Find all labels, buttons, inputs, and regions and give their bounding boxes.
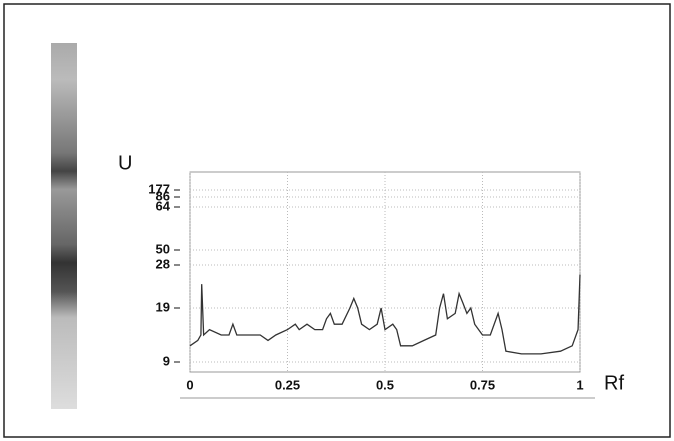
x-tick-label: 0: [186, 377, 193, 392]
x-axis-label: Rf: [604, 372, 624, 394]
chart: U Rf 9192850648617700.250.50.751: [0, 0, 674, 441]
x-tick-label: 1: [576, 377, 583, 392]
x-tick-label: 0.75: [470, 377, 495, 392]
y-tick-label: 19: [156, 299, 170, 314]
y-tick-label: 50: [156, 241, 170, 256]
y-axis-label: U: [118, 152, 132, 174]
y-tick-label: 177: [148, 181, 170, 196]
y-tick-label: 28: [156, 256, 170, 271]
y-tick-label: 9: [163, 353, 170, 368]
x-tick-label: 0.25: [275, 377, 300, 392]
lane-image: [51, 43, 77, 409]
x-tick-label: 0.5: [376, 377, 394, 392]
